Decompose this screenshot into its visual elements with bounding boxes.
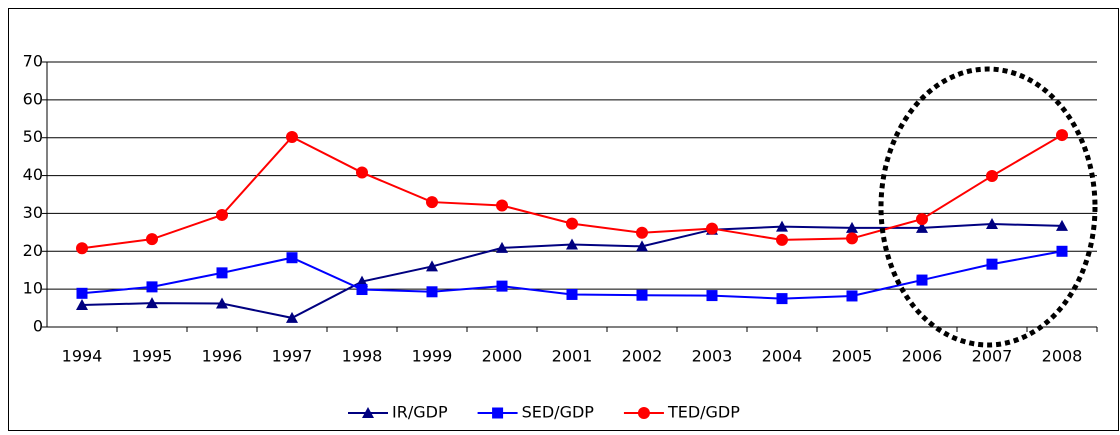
marker: [76, 299, 88, 311]
y-tick-label: 20: [23, 241, 43, 260]
legend-label: IR/GDP: [392, 403, 448, 422]
marker: [216, 208, 228, 221]
marker: [566, 288, 578, 300]
x-tick-label: 2001: [552, 347, 593, 366]
marker: [916, 274, 928, 286]
x-tick-label: 1998: [342, 347, 383, 366]
x-tick-label: 2006: [902, 347, 943, 366]
x-tick-label: 1999: [412, 347, 453, 366]
marker: [362, 407, 374, 418]
marker: [846, 232, 858, 245]
marker: [216, 297, 228, 309]
marker: [286, 311, 298, 323]
marker: [776, 220, 788, 232]
marker: [1056, 129, 1068, 142]
marker: [776, 293, 788, 305]
marker: [566, 217, 578, 230]
marker: [496, 241, 508, 253]
marker: [846, 290, 858, 302]
marker: [637, 407, 650, 419]
y-tick-label: 10: [23, 279, 43, 298]
marker: [426, 196, 438, 209]
marker: [1056, 219, 1068, 231]
marker: [492, 407, 504, 419]
x-tick-label: 2005: [832, 347, 873, 366]
marker: [76, 242, 88, 255]
legend: IR/GDP SED/GDP TED/GDP: [348, 403, 740, 422]
marker: [356, 275, 368, 287]
plot: [76, 129, 1068, 323]
marker: [286, 252, 298, 264]
marker: [76, 287, 88, 299]
marker: [986, 258, 998, 270]
marker: [356, 284, 368, 296]
marker: [916, 221, 928, 233]
marker: [426, 286, 438, 298]
x-tick-label: 2003: [692, 347, 733, 366]
x-tick-label: 1996: [202, 347, 243, 366]
y-tick-label: 60: [23, 89, 43, 108]
y-tick-label: 50: [23, 127, 43, 146]
y-tick-label: 70: [23, 52, 43, 71]
x-tick-label: 2007: [972, 347, 1013, 366]
marker: [216, 267, 228, 279]
x-tick-label: 1997: [272, 347, 313, 366]
marker: [706, 290, 718, 302]
x-tick-label: 1995: [132, 347, 173, 366]
marker: [776, 233, 788, 246]
marker: [146, 281, 158, 293]
x-tick-label: 2002: [622, 347, 663, 366]
legend-label: SED/GDP: [522, 403, 595, 422]
marker: [496, 199, 508, 212]
marker: [146, 297, 158, 309]
marker: [636, 226, 648, 239]
legend-label: TED/GDP: [667, 403, 740, 422]
marker: [916, 213, 928, 226]
marker: [636, 240, 648, 252]
chart-border: [8, 8, 1119, 431]
y-tick-label: 0: [33, 317, 43, 336]
highlight-ellipse: [878, 66, 1098, 348]
x-tick-label: 1994: [62, 347, 103, 366]
marker: [1056, 245, 1068, 257]
marker: [356, 166, 368, 179]
x-tick-label: 2004: [762, 347, 803, 366]
marker: [496, 280, 508, 292]
marker: [706, 222, 718, 235]
marker: [846, 221, 858, 233]
y-tick-label: 30: [23, 203, 43, 222]
marker: [146, 233, 158, 246]
marker: [566, 238, 578, 250]
marker: [986, 218, 998, 230]
marker: [986, 169, 998, 182]
marker: [286, 130, 298, 143]
marker: [426, 260, 438, 272]
x-tick-label: 2000: [482, 347, 523, 366]
y-tick-label: 40: [23, 165, 43, 184]
x-tick-label: 2008: [1042, 347, 1083, 366]
marker: [636, 289, 648, 301]
